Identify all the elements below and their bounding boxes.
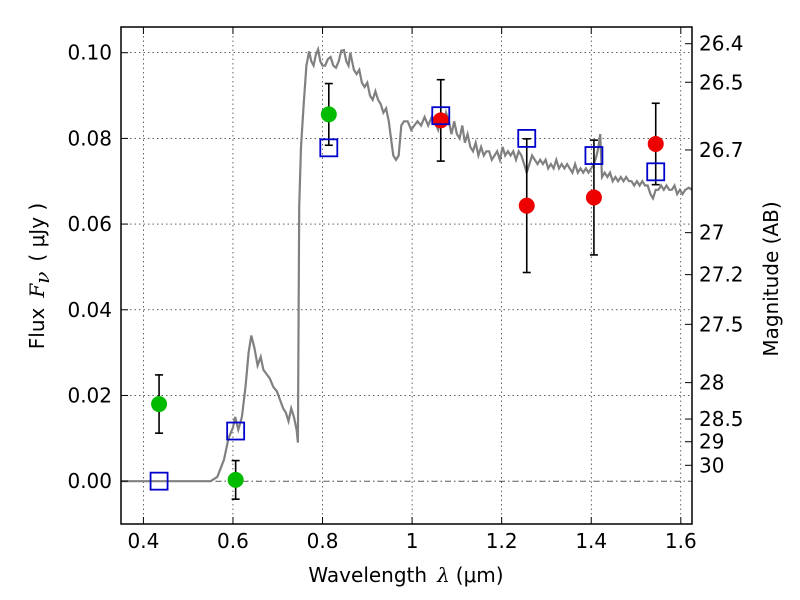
plot-frame <box>120 26 693 525</box>
magnitude-tick-label: 27 <box>699 221 724 245</box>
x-tick-label: 1.6 <box>665 529 697 553</box>
y-tick-label: 0.06 <box>67 212 112 236</box>
x-axis-label: Wavelength λ (μm) <box>308 563 503 587</box>
magnitude-tick-label: 27.2 <box>699 263 744 287</box>
y-axis-label: Flux Fν ( μJy ) <box>25 203 54 349</box>
error-bars <box>155 78 660 500</box>
blue-model-square <box>319 138 339 158</box>
blue-model-square <box>226 421 246 441</box>
magnitude-tick-label: 27.5 <box>699 312 744 336</box>
y-tick-label: 0.02 <box>67 383 112 407</box>
x-tick-label: 1 <box>406 529 419 553</box>
plot-area <box>121 45 693 500</box>
green-data-point <box>151 396 168 413</box>
green-data-point <box>320 106 337 123</box>
right-axis-label: Magnitude (AB) <box>759 201 783 356</box>
x-tick-label: 1.4 <box>575 529 607 553</box>
magnitude-tick-label: 28.5 <box>699 407 744 431</box>
y-axis-label-prefix: Flux <box>25 307 49 349</box>
magnitude-tick-label: 26.4 <box>699 32 744 56</box>
y-tick-label: 0.04 <box>67 298 112 322</box>
x-tick-label: 1.2 <box>486 529 518 553</box>
magnitude-tick-label: 28 <box>699 371 724 395</box>
green-data-point <box>227 471 244 488</box>
blue-model-square <box>584 146 604 165</box>
y-ticks: 0.00 0.02 0.04 0.06 0.08 0.10 <box>67 41 128 493</box>
red-data-point <box>585 189 602 206</box>
y-tick-label: 0.10 <box>67 41 112 65</box>
magnitude-tick-label: 26.5 <box>699 70 744 94</box>
red-data-point <box>647 135 664 152</box>
data-points <box>149 106 666 491</box>
x-ticks: 0.4 0.6 0.8 1 1.2 1.4 1.6 <box>127 27 697 553</box>
red-data-point <box>432 112 449 129</box>
red-data-point <box>518 197 535 214</box>
y-tick-label: 0.08 <box>67 126 112 150</box>
blue-model-square <box>646 162 666 182</box>
magnitude-tick-label: 29 <box>699 430 724 454</box>
blue-model-square <box>149 471 169 491</box>
x-axis-label-prefix: Wavelength <box>308 563 427 587</box>
magnitude-tick-label: 30 <box>699 453 724 477</box>
x-tick-label: 0.6 <box>217 529 249 553</box>
y-axis-label-unit: ( μJy ) <box>25 203 49 262</box>
sed-model-curve <box>121 45 693 483</box>
x-tick-label: 0.8 <box>307 529 339 553</box>
x-axis-label-unit: (μm) <box>456 563 504 587</box>
magnitude-tick-label: 26.7 <box>699 138 744 162</box>
y-axis-label-subscript: ν <box>30 272 54 284</box>
y-axis-label-symbol: F <box>25 283 49 299</box>
blue-model-square <box>431 106 451 126</box>
x-tick-label: 0.4 <box>127 529 159 553</box>
grid-lines <box>121 27 692 524</box>
y-tick-label: 0.00 <box>67 469 112 493</box>
blue-model-square <box>517 128 537 148</box>
x-axis-label-symbol: λ <box>436 563 450 587</box>
